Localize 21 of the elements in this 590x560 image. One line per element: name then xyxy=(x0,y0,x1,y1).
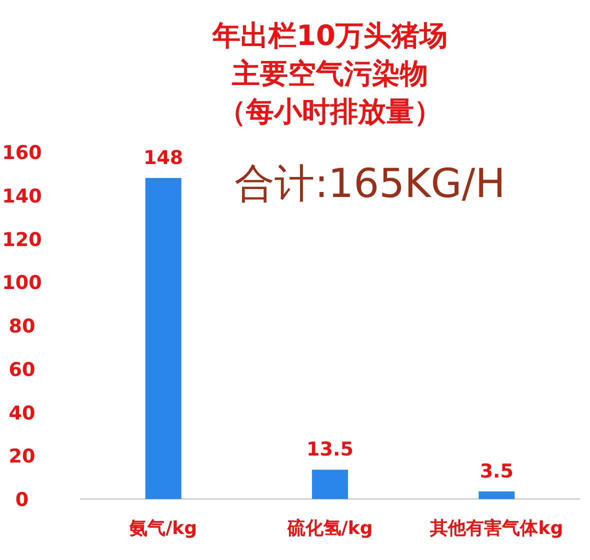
data-label: 148 xyxy=(143,147,184,170)
annotation: 合计:165KG/H xyxy=(234,161,506,207)
x-tick-label: 其他有害气体kg xyxy=(429,518,564,539)
y-tick-label: 60 xyxy=(8,358,36,381)
chart-subtitle: （每小时排放量） xyxy=(218,95,442,128)
y-tick-label: 80 xyxy=(8,316,36,338)
y-tick-label: 160 xyxy=(2,142,42,164)
bar xyxy=(478,491,515,499)
y-tick-label: 100 xyxy=(2,272,42,294)
y-tick-label: 20 xyxy=(8,446,36,468)
bar xyxy=(312,470,348,499)
x-tick-label: 氨气/kg xyxy=(128,518,198,539)
bar xyxy=(145,178,182,499)
y-tick-label: 0 xyxy=(15,489,29,511)
x-tick-label: 硫化氢/kg xyxy=(286,518,373,539)
chart-title: 年出栏10万头猪场主要空气污染物 xyxy=(212,19,448,90)
y-tick-label: 40 xyxy=(8,402,36,424)
y-tick-label: 140 xyxy=(2,185,42,208)
y-tick-label: 120 xyxy=(2,228,42,251)
data-label: 13.5 xyxy=(306,438,354,461)
data-label: 3.5 xyxy=(480,460,514,482)
